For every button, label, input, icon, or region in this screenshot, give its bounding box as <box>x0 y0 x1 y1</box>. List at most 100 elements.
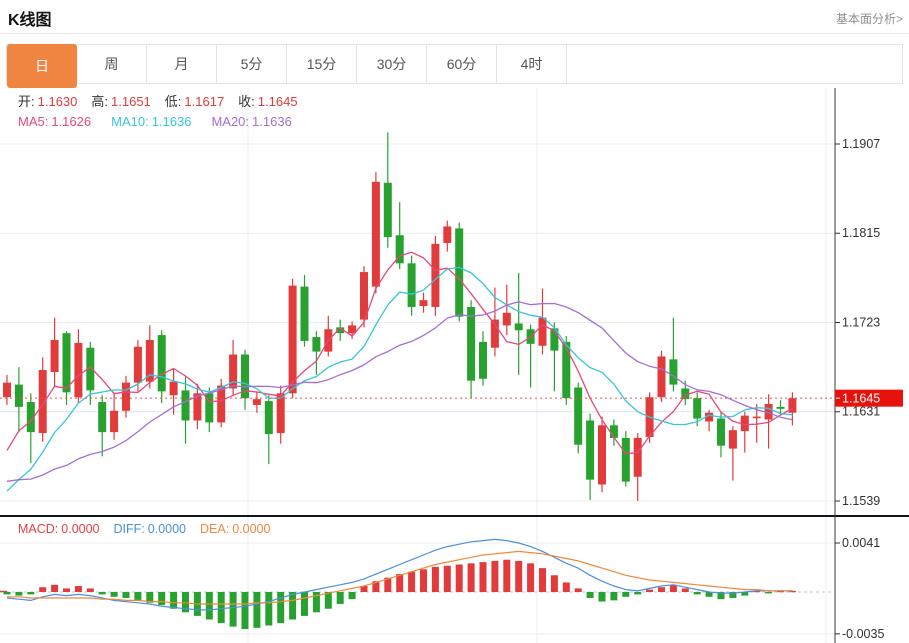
candle-body <box>479 341 487 379</box>
tab-15分[interactable]: 15分 <box>287 45 357 83</box>
macd-bar <box>253 592 261 628</box>
legend-value: 1.1645 <box>257 94 298 109</box>
macd-bar <box>669 584 677 592</box>
macd-bar <box>515 560 523 592</box>
kline-chart: 1.1907 1.1815 1.1723 1.1631 1.1539 0.0041 -0.0… <box>0 88 909 643</box>
macd-bar <box>146 592 154 603</box>
macd-bar <box>729 592 737 598</box>
macd-bar <box>372 581 380 592</box>
candle-body <box>681 388 690 400</box>
macd-bar <box>634 592 642 595</box>
macd-bar <box>384 577 392 592</box>
tab-周[interactable]: 周 <box>77 45 147 83</box>
macd-bar <box>681 588 689 592</box>
candle-body <box>74 342 83 398</box>
candle-body <box>574 387 583 445</box>
candle-body <box>740 415 749 432</box>
candle-body <box>50 339 59 372</box>
macd-bar <box>777 590 784 593</box>
legend-value: 1.1636 <box>151 114 192 129</box>
macd-bar <box>503 559 511 592</box>
ohlc-legend: 开: 1.1630 高: 1.1651 低: 1.1617 收: 1.1645 <box>18 93 298 111</box>
macd-bar <box>289 592 297 620</box>
candle-body <box>300 286 309 341</box>
candle-body <box>360 272 368 320</box>
macd-legend-item: MACD: 0.0000 <box>18 520 100 538</box>
macd-bar <box>574 588 582 592</box>
macd-bar <box>431 566 439 592</box>
legend-label: DIFF: <box>113 522 145 536</box>
price-tick-label: 1.1631 <box>842 405 880 419</box>
macd-bar <box>408 571 416 592</box>
candle-body <box>371 181 380 287</box>
macd-bar <box>86 588 94 592</box>
candle-body <box>264 401 273 435</box>
ma-legend: MA5: 1.1626 MA10: 1.1636 MA20: 1.1636 <box>18 113 292 131</box>
candle-body <box>383 182 392 238</box>
tab-日[interactable]: 日 <box>7 44 77 88</box>
candle-body <box>122 382 130 411</box>
candle-body <box>26 402 35 433</box>
ohlc-legend-item: 收: 1.1645 <box>238 93 297 111</box>
legend-value: 1.1651 <box>111 94 151 109</box>
macd-bar <box>3 592 11 595</box>
macd-bar <box>443 565 451 592</box>
macd-bar <box>753 590 761 593</box>
legend-value: 1.1626 <box>51 114 92 129</box>
macd-bar <box>646 589 654 592</box>
macd-bar <box>598 592 606 602</box>
macd-bar <box>15 592 23 596</box>
candle-body <box>181 390 190 421</box>
candle-body <box>38 370 47 434</box>
candle-body <box>609 425 618 438</box>
macd-bar <box>717 592 725 600</box>
macd-bar <box>122 592 130 598</box>
macd-bar <box>312 592 320 613</box>
candle-body <box>336 327 345 334</box>
tab-5分[interactable]: 5分 <box>217 45 287 83</box>
macd-bar <box>336 592 344 604</box>
candle-body <box>217 385 226 423</box>
tab-月[interactable]: 月 <box>147 45 217 83</box>
macd-bar <box>479 562 487 592</box>
macd-bar <box>491 560 499 592</box>
candle-body <box>431 243 440 307</box>
legend-label: 低: <box>164 94 182 109</box>
legend-value: 1.1630 <box>37 94 78 109</box>
legend-label: 收: <box>238 94 255 109</box>
macd-bar <box>134 592 142 601</box>
ma5-line <box>6 251 793 455</box>
candle-body <box>621 437 630 482</box>
macd-bar <box>170 592 178 609</box>
macd-bar <box>0 590 7 593</box>
candle-body <box>728 430 737 449</box>
fundamental-analysis-link[interactable]: 基本面分析> <box>835 12 903 26</box>
tab-60分[interactable]: 60分 <box>427 45 497 83</box>
macd-bar <box>217 592 225 624</box>
candle-body <box>205 393 214 423</box>
macd-bar <box>182 592 189 613</box>
legend-value: 1.1636 <box>252 114 292 129</box>
candle-body <box>633 437 642 477</box>
candle-body <box>395 235 404 264</box>
candle-body <box>276 393 285 434</box>
candle-body <box>443 226 452 243</box>
tab-30分[interactable]: 30分 <box>357 45 427 83</box>
macd-bar <box>455 564 463 592</box>
candle-body <box>550 328 559 351</box>
macd-bar <box>467 563 475 592</box>
price-tick-label: 1.1815 <box>842 226 880 240</box>
tabs-filler <box>567 45 902 83</box>
legend-value: 0.0000 <box>61 522 100 536</box>
tab-4时[interactable]: 4时 <box>497 45 567 83</box>
candle-body <box>490 319 499 348</box>
candle-body <box>788 398 797 413</box>
current-price-badge-label: 1.1645 <box>842 392 880 406</box>
candle-body <box>169 381 178 396</box>
candle-body <box>657 356 666 398</box>
interval-tabs: 日周月 5分 15分 30分 60分 4时 <box>6 44 903 88</box>
ma-legend-item: MA5: 1.1626 <box>18 113 91 131</box>
macd-bar <box>241 592 249 630</box>
macd-tick-label: 0.0041 <box>842 536 880 550</box>
